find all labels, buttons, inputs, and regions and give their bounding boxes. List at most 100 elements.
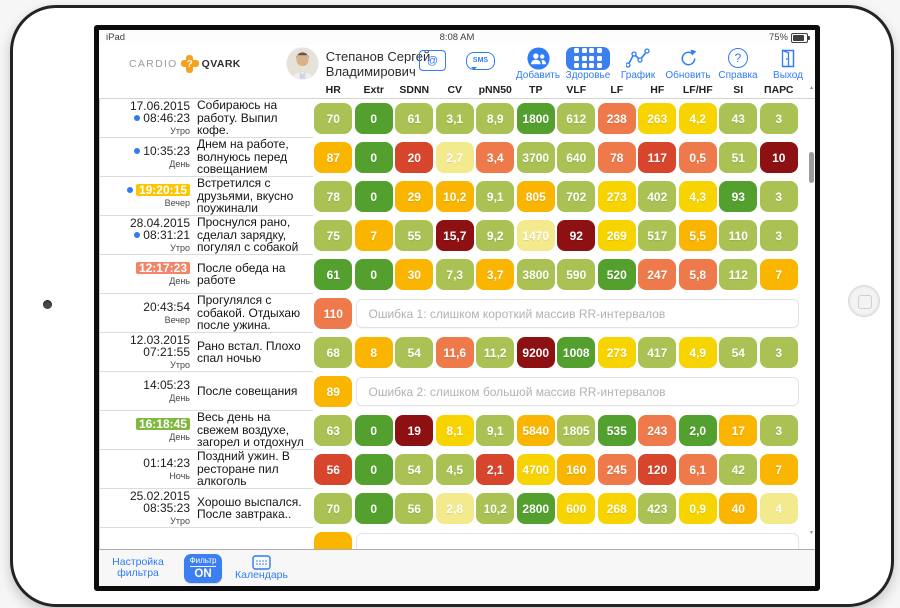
- metric-cell[interactable]: 0: [354, 142, 393, 173]
- metric-cell[interactable]: 0: [354, 103, 393, 134]
- metric-cell[interactable]: 3: [759, 181, 798, 212]
- metric-cell[interactable]: 2,1: [476, 454, 515, 485]
- metric-cell[interactable]: 112: [719, 259, 758, 290]
- metric-cell[interactable]: 30: [395, 259, 434, 290]
- toolbar-item-help[interactable]: ? Справка: [713, 47, 763, 81]
- metric-cell[interactable]: 54: [395, 454, 434, 485]
- metric-cell[interactable]: 7: [759, 259, 798, 290]
- metric-cell[interactable]: 10: [759, 142, 798, 173]
- filter-toggle-button[interactable]: Фильтр ON: [184, 553, 222, 583]
- metric-cell[interactable]: 160: [557, 454, 596, 485]
- metric-cell[interactable]: 70: [314, 493, 353, 524]
- column-header[interactable]: LF/HF: [682, 84, 713, 96]
- metric-cell[interactable]: 5840: [516, 415, 555, 446]
- metric-cell[interactable]: 520: [597, 259, 636, 290]
- metric-cell[interactable]: 78: [314, 181, 353, 212]
- metric-cell[interactable]: 0,9: [678, 493, 717, 524]
- metric-cell[interactable]: 3: [759, 415, 798, 446]
- metric-cell[interactable]: 1805: [557, 415, 596, 446]
- metric-cell[interactable]: 117: [638, 142, 677, 173]
- metric-cell[interactable]: 75: [314, 220, 353, 251]
- table-row[interactable]: 01:14:23 Ночь Поздний ужин. В ресторане пи…: [99, 450, 815, 489]
- metric-cell[interactable]: [314, 532, 353, 549]
- metric-cell[interactable]: 110: [719, 220, 758, 251]
- scroll-up-arrow[interactable]: ▲: [809, 85, 814, 91]
- user-name[interactable]: Степанов Сергей Владимирович: [325, 48, 431, 79]
- metric-cell[interactable]: 590: [557, 259, 596, 290]
- metric-cell[interactable]: 0: [354, 454, 393, 485]
- metric-cell[interactable]: 4,5: [435, 454, 474, 485]
- toolbar-item-chart[interactable]: График: [613, 47, 663, 81]
- metric-cell[interactable]: 93: [719, 181, 758, 212]
- metric-cell[interactable]: 20: [395, 142, 434, 173]
- metric-cell[interactable]: 61: [314, 259, 353, 290]
- metric-cell[interactable]: 600: [557, 493, 596, 524]
- metric-cell[interactable]: 10,2: [435, 181, 474, 212]
- metric-cell[interactable]: 1008: [557, 337, 596, 368]
- metric-cell[interactable]: 3800: [516, 259, 555, 290]
- column-header[interactable]: TP: [529, 84, 543, 96]
- metric-cell[interactable]: 3,1: [435, 103, 474, 134]
- table-row[interactable]: 14:05:23 День После совещания 89 Ошибка 2: с…: [99, 372, 815, 411]
- metric-cell[interactable]: 63: [314, 415, 353, 446]
- metric-cell[interactable]: 4,3: [678, 181, 717, 212]
- metric-cell[interactable]: 87: [314, 142, 353, 173]
- column-header[interactable]: CV: [447, 84, 463, 96]
- metric-cell[interactable]: 2800: [516, 493, 555, 524]
- metric-cell[interactable]: 535: [597, 415, 636, 446]
- metric-cell[interactable]: 55: [395, 220, 434, 251]
- toolbar-item-add[interactable]: Добавить: [513, 46, 563, 81]
- metric-cell[interactable]: 1800: [516, 103, 555, 134]
- table-row[interactable]: 19:20:15 Вечер Встретился с друзьями, вкус…: [99, 177, 815, 216]
- metric-cell[interactable]: 2,0: [678, 415, 717, 446]
- metric-cell[interactable]: 245: [597, 454, 636, 485]
- table-row[interactable]: 12.03.2015 07:21:55 Утро Рано встал. Плохо …: [99, 333, 815, 372]
- metric-cell[interactable]: 8,1: [435, 415, 474, 446]
- metric-cell[interactable]: 3: [759, 220, 798, 251]
- table-row[interactable]: 16:18:45 День Весь день на свежем воздухе,…: [99, 411, 815, 450]
- metric-cell[interactable]: 4,9: [678, 337, 717, 368]
- metric-cell[interactable]: 517: [638, 220, 677, 251]
- sms-icon[interactable]: SMS: [466, 51, 495, 70]
- metric-cell[interactable]: 0: [354, 493, 393, 524]
- table-row[interactable]: 12:17:23 День После обеда на работе 61 0 30 7,…: [99, 255, 815, 294]
- column-header[interactable]: SI: [733, 84, 744, 96]
- metric-cell[interactable]: 8,9: [476, 103, 515, 134]
- metric-cell[interactable]: 3,4: [476, 142, 515, 173]
- metric-cell[interactable]: 43: [719, 103, 758, 134]
- metric-cell[interactable]: 5,8: [678, 259, 717, 290]
- metric-cell[interactable]: 273: [597, 181, 636, 212]
- metric-cell[interactable]: 4,2: [678, 103, 717, 134]
- metric-cell[interactable]: 78: [597, 142, 636, 173]
- metric-cell[interactable]: 7,3: [435, 259, 474, 290]
- metric-cell[interactable]: 402: [638, 181, 677, 212]
- column-header[interactable]: LF: [610, 84, 624, 96]
- metric-cell[interactable]: 423: [638, 493, 677, 524]
- metric-cell[interactable]: 4: [759, 493, 798, 524]
- metric-cell[interactable]: 120: [638, 454, 677, 485]
- toolbar-item-exit[interactable]: Выход: [763, 47, 813, 81]
- metric-cell[interactable]: 11,2: [476, 337, 515, 368]
- metric-cell[interactable]: 29: [395, 181, 434, 212]
- metric-cell[interactable]: 54: [719, 337, 758, 368]
- metric-cell[interactable]: 42: [719, 454, 758, 485]
- metric-cell[interactable]: 5,5: [678, 220, 717, 251]
- metric-cell[interactable]: 19: [395, 415, 434, 446]
- table-row[interactable]: 20:43:54 Вечер Прогулялся с собакой. Отдых…: [99, 294, 815, 333]
- table-row[interactable]: 17.06.2015 08:46:23 Утро Собираюсь на работ…: [99, 99, 815, 138]
- metric-cell[interactable]: 0: [354, 259, 393, 290]
- metric-cell[interactable]: 3700: [516, 142, 555, 173]
- mail-icon[interactable]: @: [419, 50, 446, 71]
- metric-cell[interactable]: 56: [395, 493, 434, 524]
- calendar-button[interactable]: Календарь: [235, 555, 288, 581]
- metric-cell[interactable]: 8: [354, 337, 393, 368]
- table-row[interactable]: 25.02.2015 08:35:23 Утро Хорошо выспался. П…: [99, 489, 815, 528]
- metric-cell[interactable]: 92: [557, 220, 596, 251]
- metric-cell[interactable]: 273: [597, 337, 636, 368]
- metric-cell[interactable]: 1470: [516, 220, 555, 251]
- column-header[interactable]: HR: [325, 84, 341, 96]
- table-row[interactable]: [99, 528, 815, 549]
- metric-cell[interactable]: 3: [759, 337, 798, 368]
- metric-cell[interactable]: 9200: [516, 337, 555, 368]
- metric-cell[interactable]: 11,6: [435, 337, 474, 368]
